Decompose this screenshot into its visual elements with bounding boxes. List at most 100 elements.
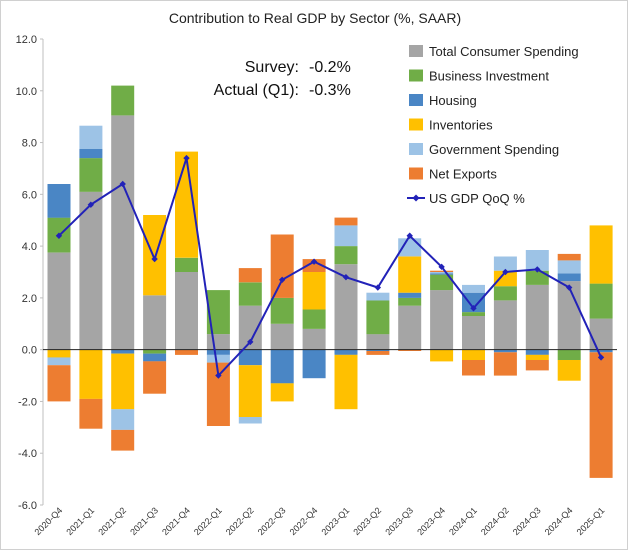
y-tick-label: 8.0 [22,138,37,150]
bar-segment [366,300,390,335]
bar-segment [238,282,262,306]
bar-segment [270,297,294,324]
gdp-line-group [55,154,605,379]
bar-segment [206,334,230,350]
gdp-point [183,154,190,162]
bar-segment [238,417,262,424]
legend-marker [412,194,420,202]
gdp-point [87,201,95,208]
bar-segment [79,191,103,350]
bar-segment [238,365,262,417]
bar-segment [270,234,294,298]
bar-segment [206,349,230,355]
actual-label: Actual (Q1): [214,82,299,99]
bar-segment [111,429,135,451]
bar-segment [589,349,613,353]
y-tick-label: 0.0 [22,345,37,357]
bar-segment [589,352,613,478]
gdp-point [597,354,605,361]
bar-segment [398,292,422,298]
bar-segment [302,309,326,329]
y-tick-label: 12.0 [16,34,37,46]
y-tick-label: 4.0 [22,241,37,253]
bar-segment [430,349,454,362]
y-tick-label: 10.0 [16,86,37,98]
bar-segment [111,85,135,116]
gdp-point [55,232,63,239]
gdp-point [534,266,541,273]
bar-segment [430,290,454,350]
bar-segment [557,349,581,361]
bar-segment [175,151,198,258]
bar-segment [525,250,549,271]
bar-segment [334,217,358,226]
gdp-point [470,305,477,312]
bar-segment [430,273,454,275]
bar-segment [206,362,230,426]
bar-segment [589,283,613,319]
legend-label: Housing [429,93,477,108]
actual-value: -0.3% [309,82,351,99]
bar-segment [525,360,549,371]
x-tick-label: 2024-Q3 [511,505,543,537]
bar-segment [525,270,549,285]
legend-swatch [409,167,423,180]
bar-segment [493,256,517,271]
x-tick-label: 2024-Q2 [479,505,511,537]
x-tick-label: 2021-Q3 [128,505,160,537]
bar-segment [270,323,294,350]
bar-segment [79,398,103,429]
legend-label: Net Exports [429,167,497,182]
bar-segment [238,268,262,283]
bar-segment [493,300,517,350]
bar-segment [557,281,581,350]
bar-segment [270,383,294,402]
bar-segment [79,158,103,192]
x-tick-label: 2024-Q1 [447,505,479,537]
bar-segment [589,318,613,350]
bar-segment [175,272,198,350]
x-tick-label: 2023-Q3 [383,505,415,537]
bar-segment [398,238,422,257]
x-tick-label: 2022-Q2 [224,505,256,537]
bar-segment [79,349,103,399]
bar-segment [525,284,549,350]
gdp-point [151,255,158,263]
x-tick-label: 2025-Q1 [575,505,607,537]
bar-segment [270,349,294,384]
bar-segment [557,273,581,282]
gdp-point [406,232,413,239]
bar-segment [398,305,422,350]
bar-segment [430,272,454,274]
bar-segment [47,349,71,358]
bar-segment [143,295,167,350]
bar-segment [175,349,198,355]
bar-segment [525,354,549,360]
x-tick-label: 2022-Q3 [256,505,288,537]
gdp-point [247,338,254,346]
legend-label: US GDP QoQ % [429,191,525,206]
gdp-point [119,180,126,188]
gdp-point [310,258,318,265]
x-tick-label: 2022-Q1 [192,505,224,537]
survey-label: Survey: [245,59,299,76]
gdp-point [278,276,286,283]
annotation: Survey: -0.2% Actual (Q1): -0.3% [214,59,351,99]
bar-segment [47,365,71,402]
bar-segment [175,257,198,272]
bar-segment [334,246,358,265]
bar-segment [47,357,71,366]
legend-swatch [409,143,423,155]
bar-segment [366,292,390,301]
bar-segment [366,351,390,355]
x-tick-label: 2021-Q2 [96,505,128,537]
bar-segment [557,260,581,274]
bar-segment [589,225,613,284]
bar-segment [462,349,485,361]
legend-swatch [409,94,423,106]
x-tick-label: 2021-Q1 [64,505,96,537]
bar-segment [462,292,485,313]
legend-label: Government Spending [429,142,559,157]
bar-segment [111,115,135,350]
y-tick-label: 2.0 [22,293,37,305]
